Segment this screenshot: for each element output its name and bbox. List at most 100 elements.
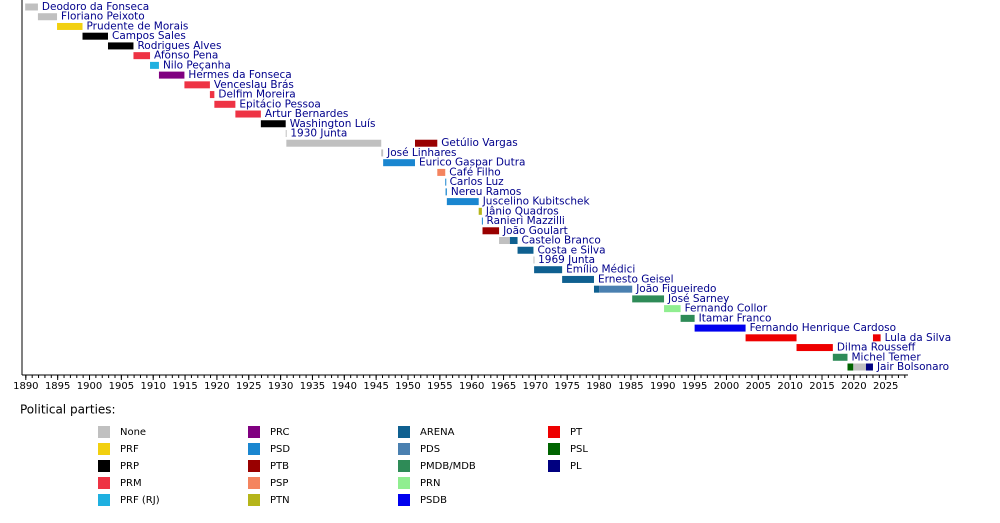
president-label: Fernando Henrique Cardoso: [750, 322, 896, 334]
legend-swatch: [98, 426, 110, 438]
president-label: Jair Bolsonaro: [876, 361, 949, 373]
legend-swatch: [248, 477, 260, 489]
x-tick-label: 1935: [300, 381, 325, 392]
term-bar: [107, 42, 134, 50]
term-bar: [214, 100, 236, 108]
term-bar: [445, 178, 447, 186]
x-tick-label: 1925: [236, 381, 261, 392]
term-bar: [847, 363, 854, 371]
legend-label: PT: [570, 427, 583, 438]
president-label: Michel Temer: [851, 351, 921, 363]
x-tick-label: 1890: [13, 381, 38, 392]
president-label: Fernando Collor: [685, 303, 768, 315]
term-bar: [872, 334, 881, 342]
president-label: Jânio Quadros: [485, 205, 559, 217]
term-bar: [260, 120, 286, 128]
president-label: José Linhares: [386, 147, 456, 159]
term-bar: [184, 81, 210, 89]
president-label: Costa e Silva: [537, 244, 605, 256]
x-tick-label: 1985: [618, 381, 643, 392]
term-bar: [150, 61, 159, 69]
term-bar: [865, 363, 873, 371]
term-bar: [437, 168, 446, 176]
president-label: Deodoro da Fonseca: [42, 1, 149, 13]
x-tick-label: 1960: [459, 381, 484, 392]
legend-swatch: [398, 443, 410, 455]
legend-swatch: [248, 460, 260, 472]
president-label: 1969 Junta: [538, 254, 595, 266]
president-label: Café Filho: [449, 166, 500, 178]
term-bar: [832, 353, 848, 361]
legend-swatch: [398, 477, 410, 489]
term-bar: [533, 256, 535, 264]
term-bar: [235, 110, 261, 118]
legend-label: PTB: [270, 461, 289, 472]
term-bar: [25, 3, 38, 11]
term-bar: [158, 71, 185, 79]
president-label: Rodrigues Alves: [137, 40, 221, 52]
legend-label: PSL: [570, 444, 588, 455]
president-label: Getúlio Vargas: [441, 137, 517, 149]
legend-label: PSP: [270, 478, 288, 489]
president-label: Venceslau Brás: [214, 79, 294, 91]
x-tick-label: 1920: [204, 381, 229, 392]
legend-swatch: [98, 477, 110, 489]
term-bar: [133, 52, 151, 60]
term-bar: [599, 285, 633, 293]
x-tick-label: 1900: [77, 381, 102, 392]
legend-label: PRF: [120, 444, 139, 455]
legend-swatch: [98, 460, 110, 472]
term-bar: [478, 207, 482, 215]
term-bar: [445, 188, 447, 196]
term-bar: [694, 324, 746, 332]
president-label: Floriano Peixoto: [61, 11, 145, 23]
term-bar: [680, 314, 695, 322]
president-label: José Sarney: [667, 293, 729, 305]
term-bar: [82, 32, 108, 40]
president-label: Emílio Médici: [566, 264, 635, 276]
president-label: João Goulart: [502, 225, 568, 237]
x-tick-label: 1915: [172, 381, 197, 392]
term-bar: [482, 227, 500, 235]
legend-label: PL: [570, 461, 582, 472]
president-label: Prudente de Morais: [87, 20, 189, 32]
president-label: Nereu Ramos: [451, 186, 521, 198]
president-label: João Figueiredo: [635, 283, 716, 295]
president-label: Ranieri Mazzilli: [487, 215, 565, 227]
term-bar: [446, 198, 479, 206]
legend-swatch: [398, 494, 410, 506]
x-tick-label: 1990: [650, 381, 675, 392]
x-tick-label: 1955: [427, 381, 452, 392]
legend-label: PTN: [270, 495, 290, 506]
legend-swatch: [548, 460, 560, 472]
term-bar: [745, 334, 797, 342]
legend-swatch: [548, 426, 560, 438]
x-tick-label: 2010: [777, 381, 802, 392]
legend-title: Political parties:: [20, 403, 116, 417]
legend-swatch: [398, 426, 410, 438]
term-bar: [37, 13, 58, 21]
x-tick-label: 1930: [268, 381, 293, 392]
legend-label: None: [120, 427, 146, 438]
term-bar: [414, 139, 438, 147]
term-bar: [481, 217, 483, 225]
x-tick-label: 1895: [45, 381, 70, 392]
term-bar: [664, 305, 681, 313]
x-tick-label: 1910: [140, 381, 165, 392]
legend-label: PRC: [270, 427, 289, 438]
president-label: Dilma Rousseff: [837, 342, 916, 354]
term-bar: [517, 246, 534, 254]
president-label: Itamar Franco: [699, 312, 772, 324]
legend-label: PSDB: [420, 495, 447, 506]
president-label: Epitácio Pessoa: [239, 98, 320, 110]
legend-label: PRP: [120, 461, 139, 472]
x-tick-label: 2020: [841, 381, 866, 392]
president-label: Washington Luís: [290, 118, 376, 130]
term-bar: [509, 237, 518, 245]
x-tick-label: 1945: [363, 381, 388, 392]
legend-label: PDS: [420, 444, 440, 455]
president-label: Hermes da Fonseca: [188, 69, 291, 81]
x-tick-label: 1995: [682, 381, 707, 392]
president-label: Castelo Branco: [522, 235, 601, 247]
term-bar: [383, 159, 415, 167]
